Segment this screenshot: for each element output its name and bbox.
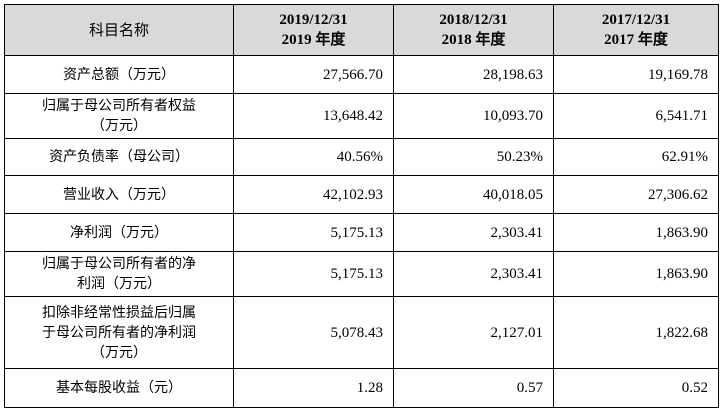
header-cell: 科目名称 [4,4,234,56]
data-table: 科目名称 2019/12/31 2019 年度 2018/12/31 2018 年度 20… [4,4,719,408]
value-cell: 19,169.78 [553,55,719,94]
value-cell: 0.57 [393,368,554,408]
cell-text: 2019 年度 [281,32,346,48]
table-row: 归属于母公司所有者权益 （万元） 13,648.42 10,093.70 6,541.7… [4,93,719,139]
value-cell: 2,303.41 [393,251,554,297]
table-row: 基本每股收益（元） 1.28 0.57 0.52 [4,368,719,408]
table-row: 营业收入（万元） 42,102.93 40,018.05 27,306.62 [4,175,719,214]
cell-text: 利润（万元） [77,276,161,292]
value-cell: 0.52 [553,368,719,408]
header-cell: 2018/12/31 2018 年度 [393,4,554,56]
value-cell: 5,175.13 [233,213,394,252]
cell-text: 科目名称 [88,21,149,39]
header-cell: 2019/12/31 2019 年度 [233,4,394,56]
value-cell: 1,863.90 [553,251,719,297]
value-cell: 40,018.05 [393,175,554,214]
cell-text: 2017/12/31 [601,12,671,28]
cell-text: 资产负债率（母公司） [49,149,189,165]
row-label: 归属于母公司所有者的净 利润（万元） [4,251,234,297]
value-cell: 5,175.13 [233,251,394,297]
cell-text: 2018 年度 [441,32,506,48]
row-label: 净利润（万元） [4,213,234,252]
value-cell: 1.28 [233,368,394,408]
value-cell: 1,863.90 [553,213,719,252]
cell-text: 基本每股收益（元） [56,380,182,396]
value-cell: 6,541.71 [553,93,719,139]
cell-text: （万元） [91,344,147,361]
header-row: 科目名称 2019/12/31 2019 年度 2018/12/31 2018 年度 20… [4,4,719,56]
value-cell: 27,566.70 [233,55,394,94]
table-row: 扣除非经常性损益后归属 于母公司所有者的净利润 （万元） 5,078.43 2,127.… [4,296,719,369]
header-cell: 2017/12/31 2017 年度 [553,4,719,56]
cell-text: 归属于母公司所有者权益 [42,98,196,114]
value-cell: 2,127.01 [393,296,554,369]
cell-text: 营业收入（万元） [63,186,175,203]
value-cell: 42,102.93 [233,175,394,214]
value-cell: 40.56% [233,138,394,176]
table-row: 资产负债率（母公司） 40.56% 50.23% 62.91% [4,138,719,176]
row-label: 资产总额（万元） [4,55,234,94]
value-cell: 5,078.43 [233,296,394,369]
table-row: 净利润（万元） 5,175.13 2,303.41 1,863.90 [4,213,719,252]
row-label: 扣除非经常性损益后归属 于母公司所有者的净利润 （万元） [4,296,234,369]
cell-text: 于母公司所有者的净利润 [42,324,196,341]
value-cell: 50.23% [393,138,554,176]
row-label: 资产负债率（母公司） [4,138,234,176]
value-cell: 62.91% [553,138,719,176]
cell-text: 2017 年度 [604,32,668,48]
value-cell: 10,093.70 [393,93,554,139]
value-cell: 28,198.63 [393,55,554,94]
row-label: 营业收入（万元） [4,175,234,214]
cell-text: 2018/12/31 [439,12,508,28]
cell-text: 2019/12/31 [279,12,348,28]
cell-text: 资产总额（万元） [63,66,175,83]
value-cell: 1,822.68 [553,296,719,369]
cell-text: （万元） [91,118,147,134]
value-cell: 27,306.62 [553,175,719,214]
cell-text: 扣除非经常性损益后归属 [42,304,196,321]
cell-text: 净利润（万元） [70,224,168,241]
value-cell: 13,648.42 [233,93,394,139]
row-label: 归属于母公司所有者权益 （万元） [4,93,234,139]
table-row: 归属于母公司所有者的净 利润（万元） 5,175.13 2,303.41 1,863.9… [4,251,719,297]
row-label: 基本每股收益（元） [4,368,234,408]
value-cell: 2,303.41 [393,213,554,252]
table-row: 资产总额（万元） 27,566.70 28,198.63 19,169.78 [4,55,719,94]
cell-text: 归属于母公司所有者的净 [42,256,196,272]
